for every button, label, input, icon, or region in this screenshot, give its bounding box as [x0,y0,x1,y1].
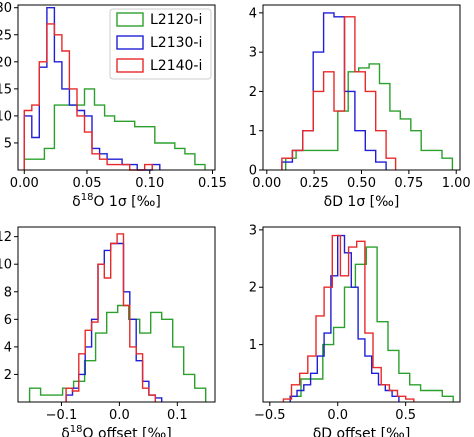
plot-frame [262,4,461,171]
x-tick-label: 0.1 [167,408,188,423]
y-tick-label: 2 [249,85,257,100]
x-axis-label: δ18O 1σ [‰] [72,192,161,210]
x-tick-label: 0.0 [109,408,130,423]
y-tick-label: 25 [0,28,12,43]
histogram-series-l2130-i [65,242,163,402]
y-tick-label: 30 [0,1,12,16]
x-tick-label: 0.10 [135,176,164,191]
y-tick-label: 2 [4,368,12,383]
chart-panel-2: 0.00 0.25 0.50 0.75 1.00 0 1 2 3 4 δD 1σ [‰] [249,4,471,210]
y-tick-label: 3 [249,223,257,238]
y-tick-label: 6 [4,313,12,328]
x-tick-label: 0.5 [395,408,416,423]
chart-panel-1: 0.00 0.05 0.10 0.15 5 10 15 20 25 30 δ18O 1σ [‰] L2… [0,1,227,210]
plot-frame [17,226,216,403]
x-tick-label: 0.25 [300,176,329,191]
y-tick-label: 10 [0,109,12,124]
y-tick-label: 5 [4,136,12,151]
legend-swatch [116,35,144,50]
histogram-series-l2120-i [28,304,207,402]
x-tick-label: −0.1 [46,408,78,423]
legend-label: L2130-i [150,35,202,51]
x-tick-label: 0.00 [252,176,281,191]
y-tick-label: 4 [4,340,12,355]
x-axis-label: δD offset [‰] [313,426,411,437]
y-tick-label: 8 [4,285,12,300]
chart-panel-4: −0.5 0.0 0.5 1 2 3 δD offset [‰] [249,223,461,437]
x-tick-label: 1.00 [442,176,471,191]
y-tick-label: 10 [0,258,12,273]
x-tick-label: −0.5 [254,408,286,423]
x-tick-label: 0.15 [198,176,227,191]
x-tick-label: 0.75 [394,176,423,191]
x-tick-label: 0.0 [327,408,348,423]
histogram-series-l2140-i [23,23,153,171]
legend: L2120-i L2130-i L2140-i [109,8,212,80]
y-tick-label: 2 [249,281,257,296]
y-tick-label: 0 [249,164,257,179]
y-tick-label: 12 [0,230,12,245]
histogram-series-l2140-i [282,234,415,402]
x-tick-label: 0.05 [73,176,102,191]
histogram-series-l2140-i [281,16,397,170]
y-tick-label: 4 [249,6,257,21]
legend-label: L2140-i [150,58,202,74]
histogram-series-l2120-i [23,88,206,170]
plot-frame [17,4,216,171]
y-tick-label: 3 [249,46,257,61]
histogram-series-l2120-i [285,63,454,170]
histogram-series-l2120-i [289,246,454,402]
histogram-series-l2140-i [65,233,156,402]
x-tick-label: 0.00 [10,176,39,191]
legend-label: L2120-i [150,12,202,28]
y-tick-label: 15 [0,82,12,97]
legend-swatch [116,12,144,27]
x-tick-label: 0.50 [347,176,376,191]
chart-panel-3: −0.1 0.0 0.1 2 4 6 8 10 12 δ18O offset [‰] [0,226,216,437]
x-axis-label: δ18O offset [‰] [61,424,172,437]
y-tick-label: 1 [249,124,257,139]
plot-frame [262,226,461,403]
legend-swatch [116,58,144,73]
x-axis-label: δD 1σ [‰] [324,194,400,210]
y-tick-label: 20 [0,55,12,70]
y-tick-label: 1 [249,338,257,353]
